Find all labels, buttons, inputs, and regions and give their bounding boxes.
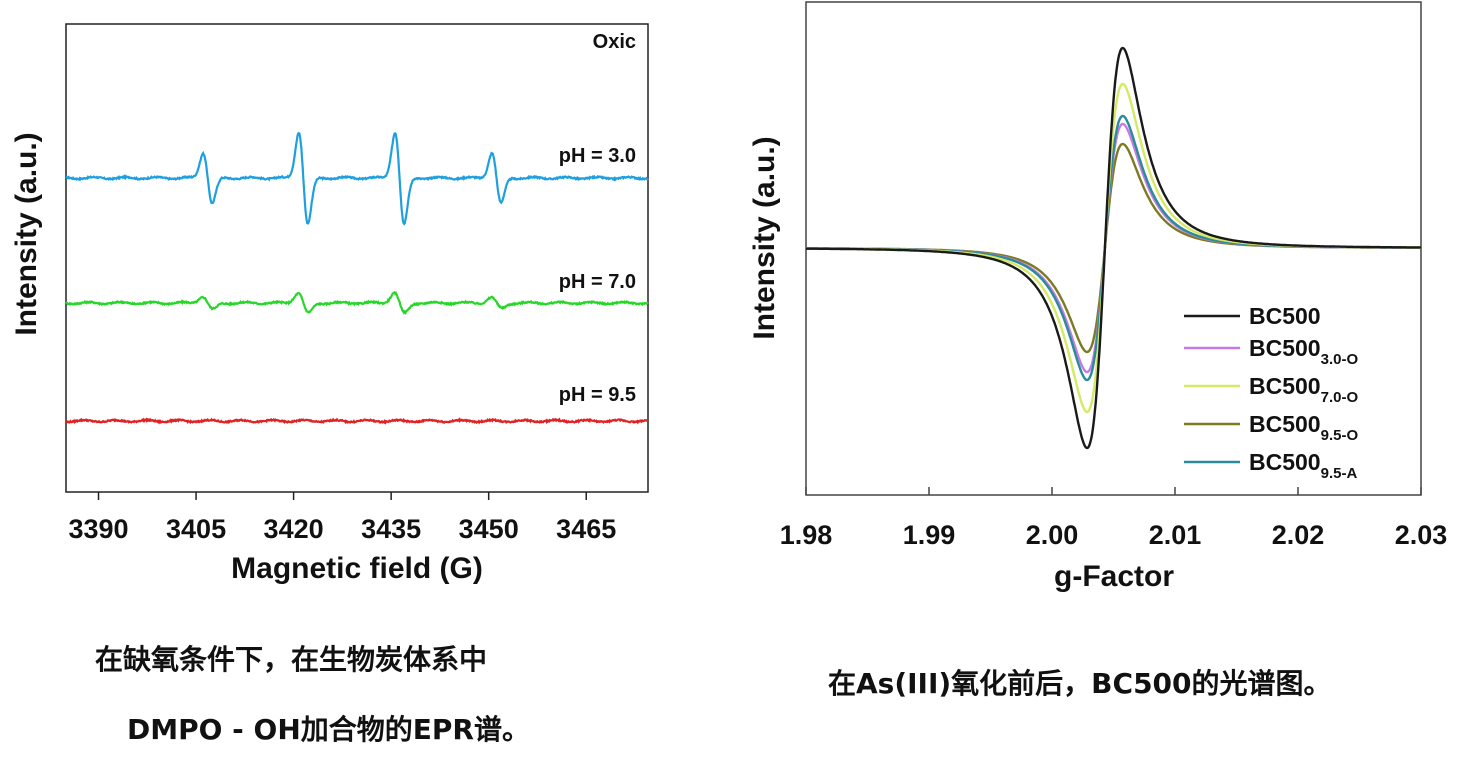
left-caption-line-1: 在缺氧条件下，在生物炭体系中: [95, 643, 488, 676]
x-tick-label: 3420: [264, 514, 324, 544]
x-tick-label: 1.99: [903, 520, 956, 550]
annotation-oxic: Oxic: [593, 31, 636, 53]
x-tick-label: 2.03: [1395, 520, 1448, 550]
x-tick-label: 3405: [166, 514, 226, 544]
series-line-95: [65, 417, 648, 425]
x-tick-label: 3450: [459, 514, 519, 544]
y-axis-label: Intensity (a.u.): [748, 136, 781, 339]
x-tick-label: 2.00: [1026, 520, 1079, 550]
x-axis-label: g-Factor: [1054, 560, 1174, 593]
x-tick-label: 2.01: [1149, 520, 1202, 550]
series-label-ph7: pH = 7.0: [559, 271, 636, 293]
series-group: [806, 46, 1422, 450]
series-group: [65, 131, 649, 425]
y-axis-label: Intensity (a.u.): [10, 132, 43, 335]
g-factor-chart: 1.98 1.99 2.00 2.01 2.02 2.03 BC500 BC5003.0-…: [748, 1, 1448, 593]
x-tick-label: 3465: [556, 514, 616, 544]
legend-item-bc500: BC500: [1184, 303, 1321, 329]
x-axis-label: Magnetic field (G): [231, 552, 483, 585]
x-tick-label: 3390: [68, 514, 128, 544]
legend-label: BC500: [1249, 303, 1321, 329]
series-line-bc500: [806, 46, 1421, 450]
series-line-70: [65, 290, 649, 316]
legend-label: BC5007.0-O: [1249, 373, 1358, 406]
legend-item-bc500-7-0-o: BC5007.0-O: [1184, 373, 1358, 406]
epr-dmpo-chart: 3390 3405 3420 3435 3450 3465 Oxic pH = 3.0 p…: [10, 23, 649, 585]
legend-label: BC5009.5-A: [1249, 449, 1357, 482]
legend-item-bc500-9-5-o: BC5009.5-O: [1184, 411, 1358, 444]
x-tick-label: 3435: [361, 514, 421, 544]
legend-item-bc500-3-0-o: BC5003.0-O: [1184, 335, 1358, 368]
x-tick-label: 1.98: [780, 520, 833, 550]
x-tick-label: 2.02: [1272, 520, 1325, 550]
legend: BC500 BC5003.0-O BC5007.0-O BC5009.5-O B…: [1184, 303, 1358, 482]
left-caption-line-2: DMPO - OH加合物的EPR谱。: [127, 713, 530, 746]
legend-item-bc500-9-5-a: BC5009.5-A: [1184, 449, 1357, 482]
right-caption: 在As(III)氧化前后，BC500的光谱图。: [828, 667, 1332, 700]
series-label-ph9-5: pH = 9.5: [559, 384, 636, 406]
plot-frame: [65, 23, 649, 493]
x-axis-ticks: 1.98 1.99 2.00 2.01 2.02 2.03: [780, 487, 1448, 550]
series-line-30: [65, 131, 649, 226]
x-axis-ticks: 3390 3405 3420 3435 3450 3465: [68, 492, 616, 544]
series-label-ph3: pH = 3.0: [559, 145, 636, 167]
legend-label: BC5003.0-O: [1249, 335, 1358, 368]
legend-label: BC5009.5-O: [1249, 411, 1358, 444]
